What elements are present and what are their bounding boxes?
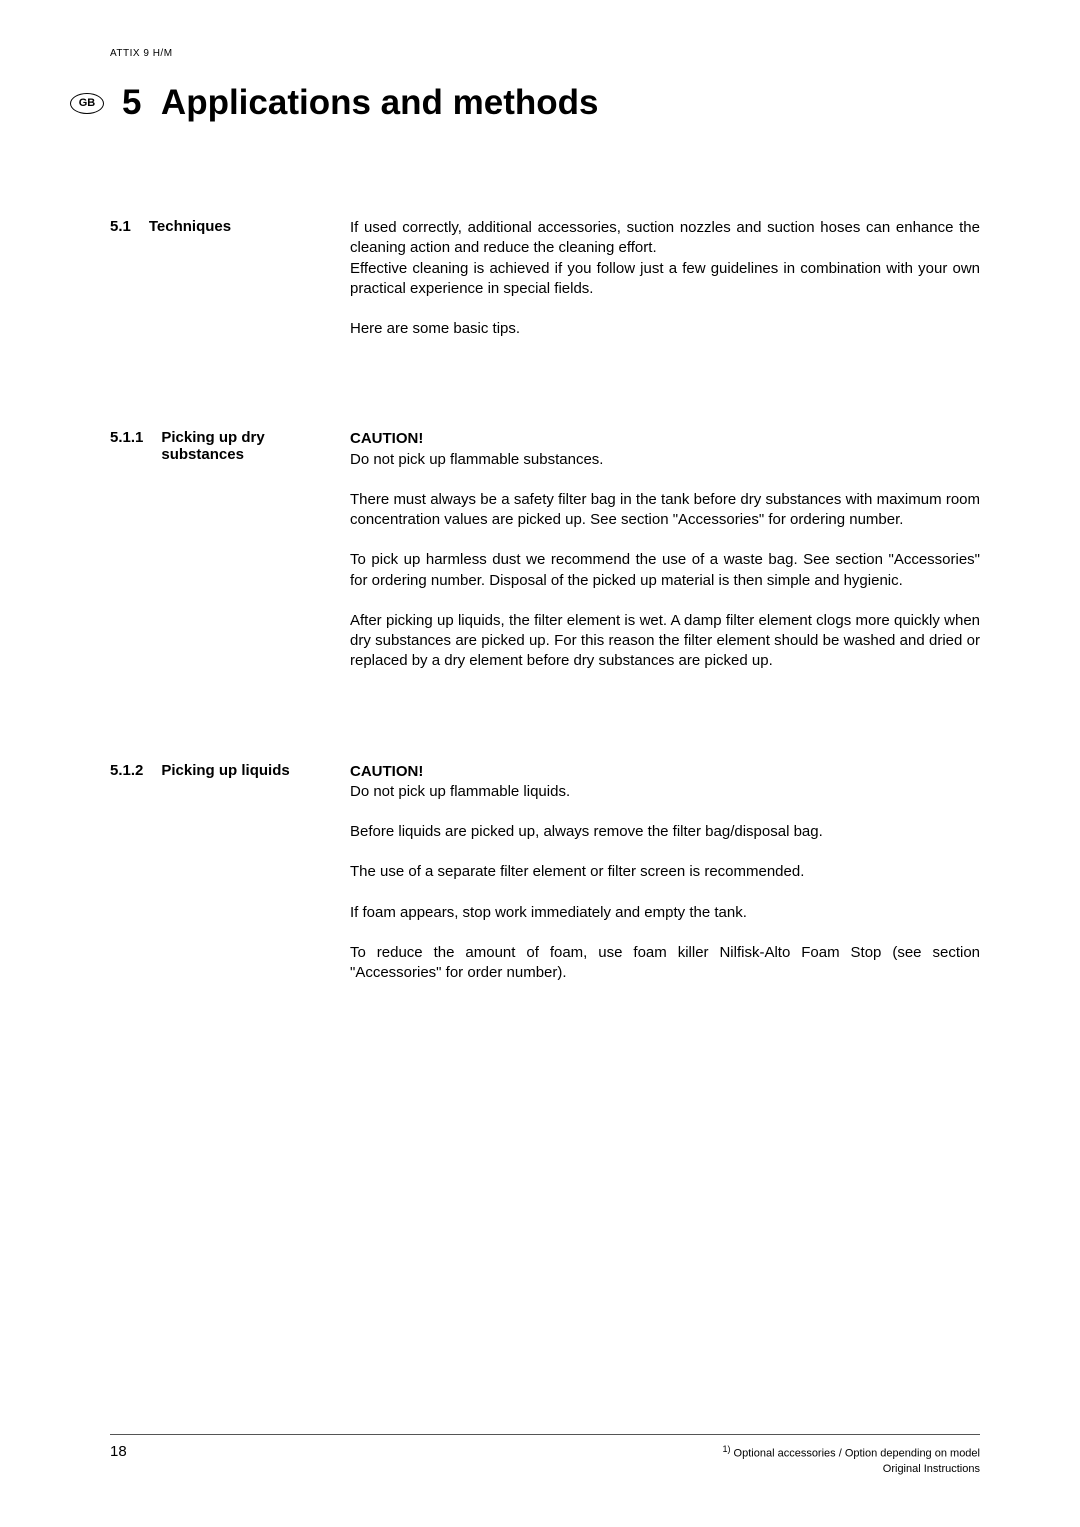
section-5-1-2: 5.1.2 Picking up liquids CAUTION! Do not … [100,762,980,1004]
paragraph: To pick up harmless dust we recommend th… [350,550,980,591]
model-label: ATTIX 9 H/M [110,48,980,59]
section-heading-block: 5.1.2 Picking up liquids [100,762,350,1004]
paragraph: Here are some basic tips. [350,319,980,339]
chapter-number: 5 [122,83,141,122]
page-number: 18 [110,1443,127,1460]
caution-label: CAUTION! [350,763,423,780]
section-heading: Picking up dry substances [161,429,331,463]
section-body: CAUTION! Do not pick up flammable liquid… [350,762,980,1004]
paragraph: If foam appears, stop work immediately a… [350,903,980,923]
paragraph: After picking up liquids, the filter ele… [350,611,980,672]
chapter-title-row: GB 5 Applications and methods [70,83,980,123]
section-body: CAUTION! Do not pick up flammable substa… [350,429,980,691]
paragraph: If used correctly, additional accessorie… [350,218,980,259]
section-5-1-1: 5.1.1 Picking up dry substances CAUTION! … [100,429,980,691]
footnote-text: Optional accessories / Option depending … [731,1447,981,1459]
section-5-1: 5.1 Techniques If used correctly, additio… [100,218,980,359]
section-heading-block: 5.1.1 Picking up dry substances [100,429,350,691]
paragraph: Effective cleaning is achieved if you fo… [350,259,980,300]
caution-label: CAUTION! [350,430,423,447]
chapter-title-text: Applications and methods [161,83,599,122]
footer-notes: 1) Optional accessories / Option dependi… [722,1443,980,1477]
paragraph: There must always be a safety filter bag… [350,490,980,531]
caution-block: CAUTION! [350,429,980,449]
paragraph: The use of a separate filter element or … [350,862,980,882]
caution-block: CAUTION! [350,762,980,782]
section-number: 5.1.1 [110,429,143,446]
section-heading: Picking up liquids [161,762,289,779]
footer-note-2: Original Instructions [722,1462,980,1477]
page-footer: 18 1) Optional accessories / Option depe… [110,1434,980,1477]
section-number: 5.1.2 [110,762,143,779]
section-number: 5.1 [110,218,131,235]
section-heading-block: 5.1 Techniques [100,218,350,359]
chapter-title: 5 Applications and methods [122,83,598,123]
section-heading: Techniques [149,218,231,235]
paragraph: Before liquids are picked up, always rem… [350,822,980,842]
footnote-marker: 1) [722,1444,730,1454]
section-body: If used correctly, additional accessorie… [350,218,980,359]
language-badge: GB [70,93,104,114]
caution-text: Do not pick up flammable substances. [350,450,980,470]
footer-note-1: 1) Optional accessories / Option dependi… [722,1443,980,1462]
paragraph: To reduce the amount of foam, use foam k… [350,943,980,984]
caution-text: Do not pick up flammable liquids. [350,782,980,802]
